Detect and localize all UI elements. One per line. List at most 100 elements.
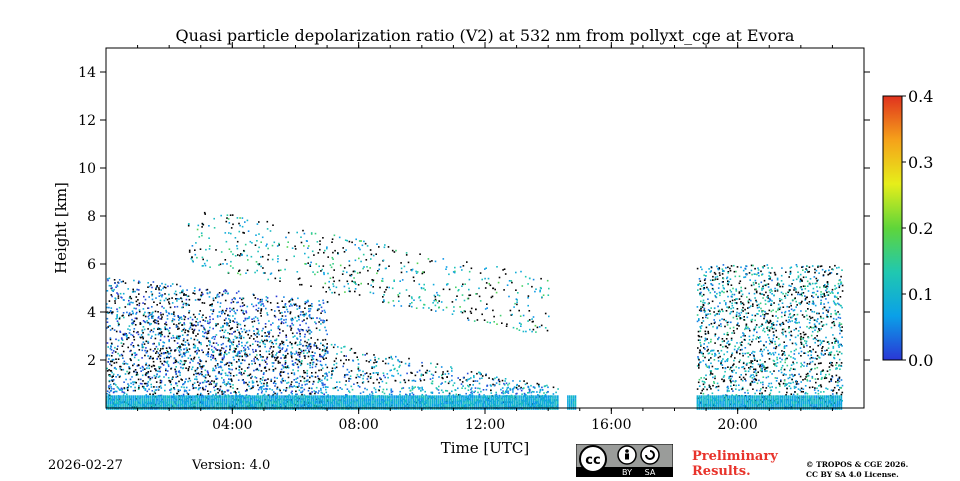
heatmap-pixel: [134, 387, 136, 389]
heatmap-pixel: [353, 277, 355, 279]
heatmap-pixel: [235, 255, 237, 257]
heatmap-pixel: [739, 361, 741, 363]
heatmap-pixel: [160, 289, 162, 291]
heatmap-pixel: [838, 346, 840, 348]
heatmap-pixel: [371, 367, 373, 369]
heatmap-pixel: [225, 350, 227, 352]
heatmap-pixel: [186, 289, 188, 291]
heatmap-pixel: [245, 310, 247, 312]
heatmap-pixel: [749, 339, 751, 341]
heatmap-pixel: [700, 308, 702, 310]
heatmap-pixel: [178, 350, 180, 352]
heatmap-pixel: [177, 338, 179, 340]
heatmap-pixel: [138, 388, 140, 390]
heatmap-pixel: [816, 278, 818, 280]
heatmap-pixel: [443, 258, 445, 260]
heatmap-pixel: [178, 328, 180, 330]
heatmap-pixel: [225, 372, 227, 374]
heatmap-pixel: [281, 382, 283, 384]
heatmap-pixel: [699, 352, 701, 354]
heatmap-pixel: [266, 351, 268, 353]
heatmap-pixel: [732, 311, 734, 313]
heatmap-pixel: [183, 340, 185, 342]
heatmap-pixel: [702, 355, 704, 357]
heatmap-pixel: [411, 302, 413, 304]
heatmap-pixel: [260, 310, 262, 312]
heatmap-pixel: [267, 357, 269, 359]
heatmap-pixel: [803, 277, 805, 279]
heatmap-pixel: [267, 314, 269, 316]
heatmap-pixel: [134, 352, 136, 354]
heatmap-pixel: [839, 327, 841, 329]
heatmap-pixel: [185, 316, 187, 318]
heatmap-pixel: [452, 385, 454, 387]
heatmap-pixel: [704, 308, 706, 310]
heatmap-pixel: [731, 291, 733, 293]
heatmap-pixel: [159, 295, 161, 297]
heatmap-pixel: [228, 218, 230, 220]
heatmap-pixel: [229, 311, 231, 313]
heatmap-pixel: [800, 389, 802, 391]
heatmap-pixel: [817, 290, 819, 292]
heatmap-pixel: [174, 369, 176, 371]
heatmap-pixel: [210, 356, 212, 358]
heatmap-pixel: [464, 283, 466, 285]
heatmap-pixel: [135, 318, 137, 320]
heatmap-pixel: [158, 334, 160, 336]
heatmap-pixel: [387, 373, 389, 375]
heatmap-pixel: [296, 382, 298, 384]
heatmap-pixel: [507, 384, 509, 386]
heatmap-pixel: [751, 321, 753, 323]
heatmap-pixel: [722, 358, 724, 360]
heatmap-pixel: [710, 339, 712, 341]
heatmap-pixel: [282, 354, 284, 356]
heatmap-pixel: [508, 392, 510, 394]
heatmap-pixel: [374, 387, 376, 389]
heatmap-pixel: [282, 365, 284, 367]
heatmap-pixel: [332, 238, 334, 240]
heatmap-pixel: [306, 302, 308, 304]
heatmap-pixel: [343, 355, 345, 357]
heatmap-pixel: [115, 358, 117, 360]
heatmap-pixel: [707, 298, 709, 300]
heatmap-pixel: [285, 355, 287, 357]
heatmap-pixel: [367, 245, 369, 247]
heatmap-pixel: [484, 268, 486, 270]
heatmap-pixel: [190, 317, 192, 319]
heatmap-pixel: [840, 317, 842, 319]
heatmap-pixel: [384, 377, 386, 379]
heatmap-pixel: [229, 315, 231, 317]
heatmap-pixel: [259, 387, 261, 389]
heatmap-pixel: [304, 355, 306, 357]
heatmap-pixel: [804, 378, 806, 380]
heatmap-pixel: [249, 316, 251, 318]
heatmap-pixel: [756, 336, 758, 338]
heatmap-pixel: [180, 367, 182, 369]
heatmap-pixel: [481, 314, 483, 316]
heatmap-pixel: [385, 358, 387, 360]
heatmap-pixel: [159, 285, 161, 287]
heatmap-pixel: [164, 293, 166, 295]
heatmap-pixel: [291, 328, 293, 330]
heatmap-pixel: [264, 360, 266, 362]
heatmap-pixel: [503, 289, 505, 291]
heatmap-pixel: [527, 392, 529, 394]
heatmap-pixel: [322, 349, 324, 351]
heatmap-pixel: [225, 232, 227, 234]
heatmap-pixel: [311, 359, 313, 361]
heatmap-pixel: [296, 337, 298, 339]
heatmap-pixel: [128, 300, 130, 302]
heatmap-pixel: [508, 391, 510, 393]
heatmap-pixel: [147, 391, 149, 393]
heatmap-pixel: [805, 310, 807, 312]
heatmap-pixel: [736, 342, 738, 344]
heatmap-pixel: [178, 319, 180, 321]
heatmap-pixel: [276, 388, 278, 390]
heatmap-pixel: [484, 278, 486, 280]
heatmap-pixel: [299, 354, 301, 356]
heatmap-pixel: [466, 380, 468, 382]
heatmap-pixel: [713, 311, 715, 313]
heatmap-pixel: [829, 266, 831, 268]
heatmap-pixel: [821, 378, 823, 380]
heatmap-pixel: [515, 289, 517, 291]
